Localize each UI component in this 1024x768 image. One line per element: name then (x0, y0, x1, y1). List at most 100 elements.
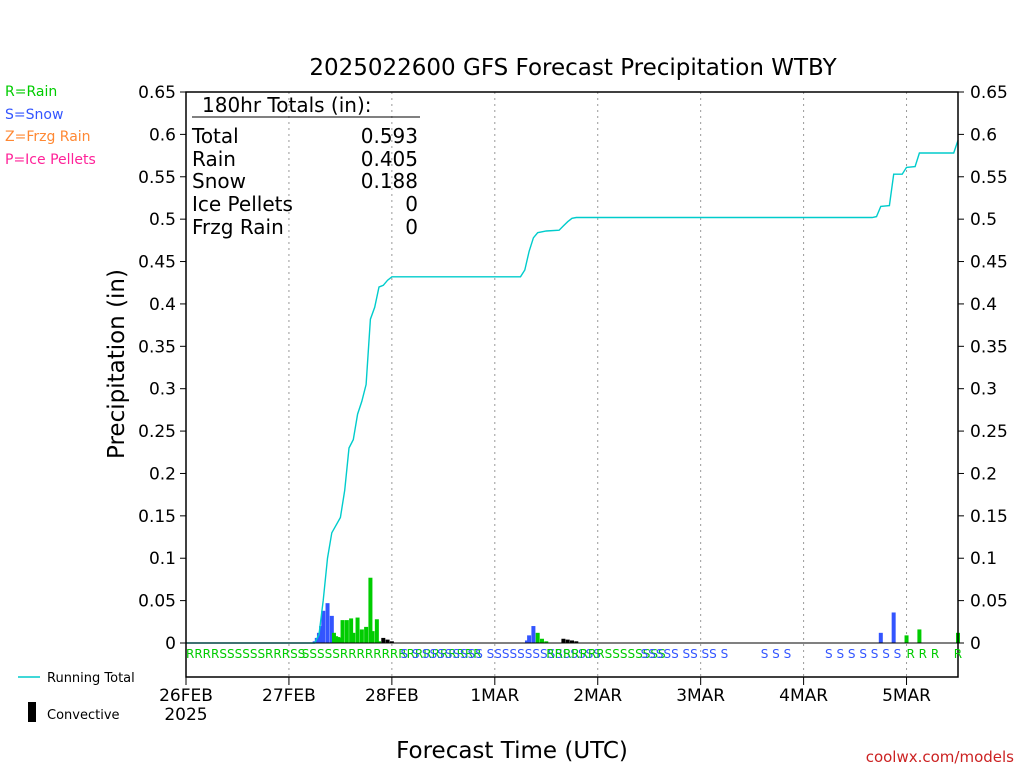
legend-ice-pellets: P=Ice Pellets (5, 152, 96, 168)
y-tick-label-right-9: 0.45 (970, 253, 1008, 273)
y-axis-left: 0 0.05 0.1 0.15 0.2 0.25 0.3 0.35 0.4 0.45 0.5 0.55… (138, 83, 186, 654)
precip-bar-1 (314, 637, 319, 643)
type-marker-8: R R R (907, 647, 940, 661)
precip-bar-32 (565, 639, 570, 643)
y-tick-label-right-2: 0.1 (970, 549, 997, 569)
precip-bar-23 (385, 639, 390, 643)
y-tick-label-right-0: 0 (970, 634, 981, 654)
chart-title: 2025022600 GFS Forecast Precipitation WT… (309, 55, 837, 81)
y-tick-label-right-10: 0.5 (970, 210, 997, 230)
y-tick-label-right-5: 0.25 (970, 422, 1008, 442)
y-tick-label-right-1: 0.05 (970, 592, 1008, 612)
precip-bar-24 (389, 641, 394, 643)
x-year-label: 2025 (164, 705, 207, 725)
y-axis-right: 0 0.05 0.1 0.15 0.2 0.25 0.3 0.35 0.4 0.45 0.5 0.55… (958, 83, 1008, 654)
totals-total-label: Total (191, 124, 239, 148)
precip-bar-2 (316, 632, 321, 643)
precip-bar-7 (331, 632, 336, 643)
totals-total-value: 0.593 (361, 124, 418, 148)
precip-bar-8 (334, 636, 339, 643)
type-marker-4: RRRRRRRSSSSSSSS (546, 647, 665, 661)
precip-bars (312, 577, 960, 643)
precip-bar-25 (524, 640, 529, 643)
precip-bar-31 (561, 638, 566, 643)
type-marker-2: S S (400, 647, 419, 661)
credit-text: coolwx.com/models (866, 748, 1014, 766)
y-tick-label-left-9: 0.45 (138, 253, 176, 273)
y-tick-label-left-10: 0.5 (149, 210, 176, 230)
legend-snow: S=Snow (5, 107, 63, 123)
convective-legend-label: Convective (47, 708, 120, 723)
precip-bar-13 (349, 618, 354, 643)
precip-bar-35 (878, 632, 883, 643)
totals-rain-value: 0.405 (361, 147, 418, 171)
precip-bar-5 (325, 603, 330, 643)
y-tick-label-right-13: 0.65 (970, 83, 1008, 103)
precip-bar-16 (359, 629, 364, 643)
y-tick-label-left-0: 0 (165, 634, 176, 654)
precip-bar-29 (539, 638, 544, 643)
precip-bar-28 (535, 632, 540, 643)
x-axis: 26FEB 27FEB 28FEB 1MAR 2MAR 3MAR 4MAR 5MAR 2025 (159, 677, 931, 725)
y-tick-label-right-11: 0.55 (970, 168, 1008, 188)
y-tick-label-left-2: 0.1 (149, 549, 176, 569)
y-tick-label-left-13: 0.65 (138, 83, 176, 103)
x-tick-label-1: 27FEB (262, 686, 316, 706)
type-marker-1: SSSSSRRRRRRRRRRRRRRRRR (302, 647, 482, 661)
type-marker-0: RRRRSSSSSSRRRSS (186, 647, 305, 661)
totals-rain-label: Rain (192, 147, 236, 171)
y-tick-label-right-6: 0.3 (970, 380, 997, 400)
y-tick-label-right-3: 0.15 (970, 507, 1008, 527)
precip-bar-17 (364, 626, 369, 643)
precip-bar-18 (368, 577, 373, 643)
legend-rain: R=Rain (5, 84, 57, 100)
precip-bar-38 (917, 629, 922, 643)
precip-type-legend: R=Rain S=Snow Z=Frzg Rain P=Ice Pellets (5, 84, 96, 168)
x-tick-label-5: 3MAR (676, 686, 725, 706)
x-tick-label-6: 4MAR (779, 686, 828, 706)
precip-bar-27 (531, 626, 536, 643)
totals-snow-value: 0.188 (361, 169, 418, 193)
precip-bar-26 (527, 635, 532, 643)
totals-ice-pellets-label: Ice Pellets (192, 192, 293, 216)
series-legend: Running Total Convective (18, 671, 135, 723)
precip-bar-19 (370, 631, 375, 643)
y-tick-label-left-12: 0.6 (149, 125, 176, 145)
y-tick-label-left-7: 0.35 (138, 337, 176, 357)
y-tick-label-left-5: 0.25 (138, 422, 176, 442)
precip-bar-6 (329, 615, 334, 643)
convective-legend-swatch (28, 702, 36, 722)
running-total-legend-label: Running Total (47, 671, 135, 686)
precip-bar-30 (544, 641, 549, 643)
x-tick-label-3: 1MAR (470, 686, 519, 706)
y-tick-label-right-12: 0.6 (970, 125, 997, 145)
precip-bar-15 (355, 617, 360, 643)
precip-bar-10 (338, 637, 343, 643)
legend-freezing-rain: Z=Frzg Rain (5, 129, 91, 145)
y-tick-label-left-6: 0.3 (149, 380, 176, 400)
precip-bar-37 (904, 635, 909, 643)
totals-snow-label: Snow (192, 169, 246, 193)
y-tick-label-right-4: 0.2 (970, 464, 997, 484)
precip-bar-20 (374, 619, 379, 643)
totals-frzg-rain-value: 0 (405, 215, 418, 239)
y-axis-label: Precipitation (in) (104, 269, 130, 459)
y-tick-label-left-11: 0.55 (138, 168, 176, 188)
x-tick-label-7: 5MAR (882, 686, 931, 706)
precip-bar-11 (340, 620, 345, 643)
y-tick-label-left-1: 0.05 (138, 592, 176, 612)
y-tick-label-left-3: 0.15 (138, 507, 176, 527)
precip-bar-34 (574, 641, 579, 643)
precip-bar-9 (336, 637, 341, 643)
totals-ice-pellets-value: 0 (405, 192, 418, 216)
x-tick-label-4: 2MAR (573, 686, 622, 706)
totals-frzg-rain-label: Frzg Rain (192, 215, 284, 239)
type-marker-7: S S S S S S S (825, 647, 901, 661)
type-marker-5: SSSSS SS SS S (641, 647, 729, 661)
precip-bar-22 (381, 637, 386, 643)
precip-bar-4 (321, 610, 326, 643)
precip-bar-33 (570, 640, 574, 643)
x-axis-label: Forecast Time (UTC) (396, 738, 628, 764)
y-tick-label-right-7: 0.35 (970, 337, 1008, 357)
